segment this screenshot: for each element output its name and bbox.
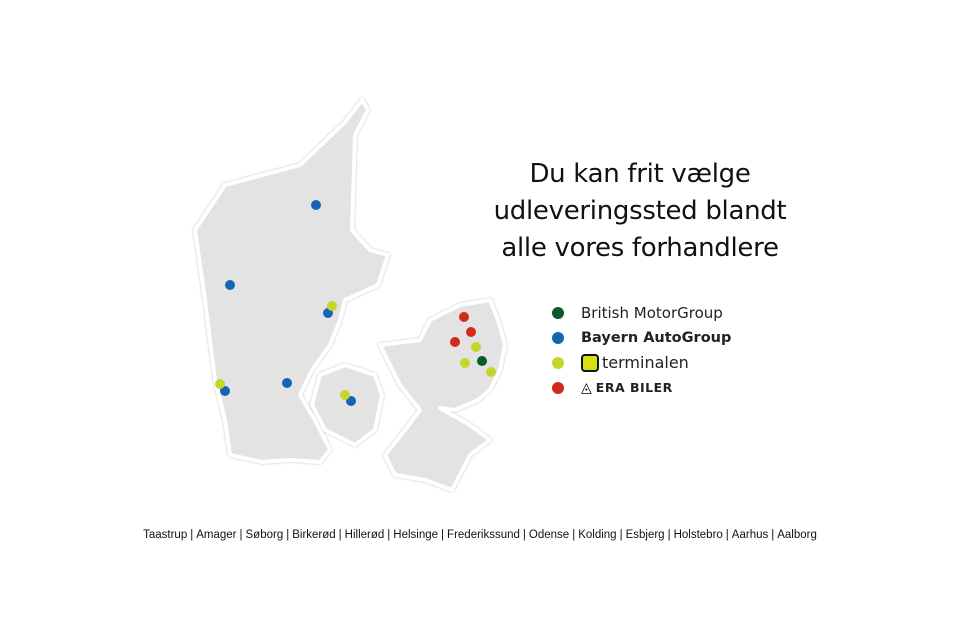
city-name: Aalborg — [777, 529, 817, 541]
city-name: Amager — [196, 529, 237, 541]
funen-region — [310, 363, 384, 447]
era-triangle-icon: ◬ — [581, 379, 592, 395]
separator: | — [667, 529, 671, 541]
dot-icon — [552, 381, 564, 394]
city-name: Søborg — [245, 529, 284, 541]
city-name: Birkerød — [292, 529, 336, 541]
zealand-region — [378, 298, 507, 492]
dealer-dot-bayern — [220, 386, 230, 396]
dealer-dot-terminalen — [460, 358, 470, 368]
dealer-dot-bayern — [225, 280, 235, 290]
dealer-dot-british — [477, 356, 487, 366]
legend: British MotorGroup Bayern AutoGroup term… — [552, 300, 731, 400]
dealer-dot-era — [459, 312, 469, 322]
city-name: Holstebro — [673, 529, 723, 541]
dot-icon — [552, 306, 564, 319]
dealer-dot-terminalen — [471, 342, 481, 352]
legend-item-british-motorgroup: British MotorGroup — [552, 300, 731, 325]
dealer-dot-terminalen — [486, 367, 496, 377]
separator: | — [522, 529, 526, 541]
separator: | — [387, 529, 391, 541]
city-name: Esbjerg — [625, 529, 665, 541]
separator: | — [286, 529, 290, 541]
headline-line: Du kan frit vælge — [529, 159, 751, 189]
separator: | — [572, 529, 576, 541]
separator: | — [441, 529, 445, 541]
headline-line: udleveringssted blandt — [493, 196, 787, 226]
headline: Du kan frit vælge udleveringssted blandt… — [470, 156, 810, 267]
dealer-dot-terminalen — [340, 390, 350, 400]
dealer-dot-terminalen — [215, 379, 225, 389]
separator: | — [239, 529, 243, 541]
separator: | — [338, 529, 342, 541]
legend-label: British MotorGroup — [581, 303, 723, 322]
city-name: Aarhus — [731, 529, 769, 541]
legend-item-bayern-autogroup: Bayern AutoGroup — [552, 325, 731, 350]
city-name: Taastrup — [143, 529, 188, 541]
dealer-dot-terminalen — [327, 301, 337, 311]
legend-label: Bayern AutoGroup — [581, 329, 732, 346]
legend-label: ERA BILER — [595, 380, 673, 395]
jutland-region — [193, 98, 390, 464]
city-name: Kolding — [578, 529, 617, 541]
dot-icon — [552, 331, 564, 344]
headline-line: alle vores forhandlere — [501, 233, 779, 263]
dealer-dot-era — [466, 327, 476, 337]
separator: | — [190, 529, 194, 541]
dealer-dot-bayern — [282, 378, 292, 388]
legend-label: terminalen — [602, 353, 689, 372]
dealer-dot-era — [450, 337, 460, 347]
city-name: Hillerød — [344, 529, 385, 541]
terminalen-logo-icon — [581, 353, 599, 372]
dealer-dot-bayern — [311, 200, 321, 210]
city-name: Helsinge — [393, 529, 439, 541]
separator: | — [619, 529, 623, 541]
city-list: Taastrup | Amager | Søborg | Birkerød | Hillerød… — [0, 529, 960, 541]
city-name: Odense — [528, 529, 570, 541]
city-name: Frederikssund — [447, 529, 520, 541]
legend-item-era-biler: ◬ ERA BILER — [552, 375, 731, 400]
separator: | — [771, 529, 775, 541]
dot-icon — [552, 356, 564, 369]
legend-item-terminalen: terminalen — [552, 350, 731, 375]
separator: | — [725, 529, 729, 541]
